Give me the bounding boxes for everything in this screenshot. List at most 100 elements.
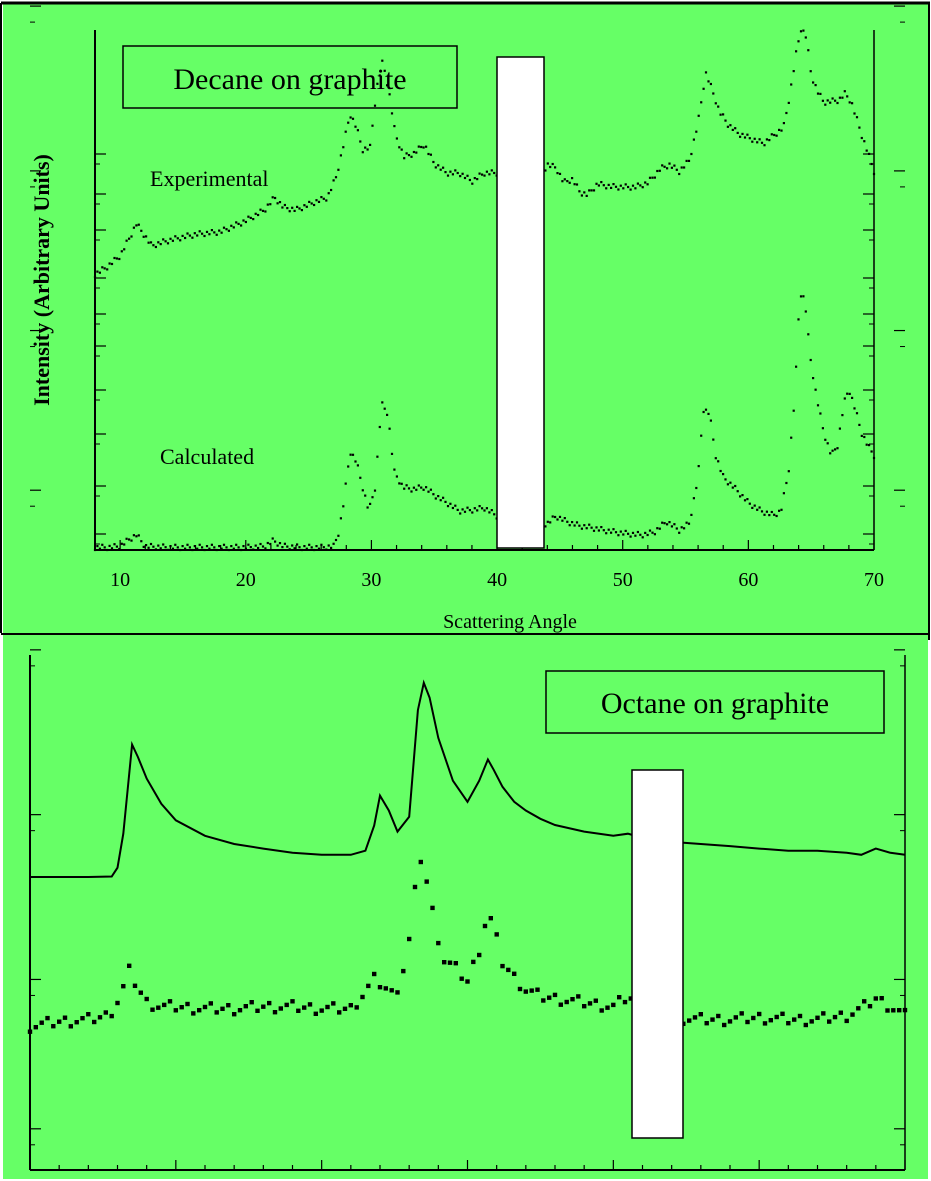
octane-series-1-point xyxy=(850,1012,855,1017)
decane-series-0-dot xyxy=(232,226,235,229)
decane-series-0-dot xyxy=(393,125,396,128)
decane-series-1-dot xyxy=(636,530,639,534)
decane-series-0-dot xyxy=(403,157,406,160)
decane-series-0-dot xyxy=(726,125,729,128)
decane-series-0-dot xyxy=(300,209,303,212)
decane-series-1-dot xyxy=(680,526,683,529)
decane-series-0-dot xyxy=(763,144,766,147)
decane-series-1-dot xyxy=(208,547,211,550)
decane-series-0-dot xyxy=(607,183,610,186)
decane-series-0-dot xyxy=(656,169,659,173)
octane-series-1-point xyxy=(412,884,418,890)
decane-series-1-dot xyxy=(580,527,583,530)
decane-series-0-dot xyxy=(276,202,279,205)
octane-series-1-point xyxy=(482,923,488,929)
octane-series-1-point xyxy=(902,1007,908,1013)
decane-series-1-dot xyxy=(702,410,705,414)
decane-series-0-dot xyxy=(130,235,133,238)
decane-series-0-dot xyxy=(271,196,274,199)
decane-series-0-dot xyxy=(179,239,182,242)
decane-series-0-dot xyxy=(863,140,866,143)
decane-series-1-dot xyxy=(736,490,739,493)
decane-series-1-dot xyxy=(590,526,593,529)
decane-series-1-dot xyxy=(729,481,732,484)
decane-series-0-dot xyxy=(152,244,155,247)
decane-series-0-dot xyxy=(826,99,829,102)
octane-series-1-point xyxy=(558,1002,563,1007)
decane-series-0-dot xyxy=(400,148,403,151)
decane-series-1-dot xyxy=(349,453,352,456)
decane-series-0-dot xyxy=(108,262,111,265)
octane-series-1-point xyxy=(156,1005,161,1010)
decane-series-0-dot xyxy=(549,165,552,169)
decane-series-0-dot xyxy=(359,140,362,143)
octane-series-1-point xyxy=(529,988,534,993)
decane-series-0-dot xyxy=(592,189,596,192)
decane-series-1-dot xyxy=(792,409,795,412)
decane-series-1-dot xyxy=(799,295,803,298)
decane-series-1-dot xyxy=(235,543,238,546)
decane-series-1-dot xyxy=(802,295,805,298)
decane-series-1-dot xyxy=(106,548,109,552)
decane-series-0-dot xyxy=(768,139,771,142)
decane-series-1-dot xyxy=(782,492,785,495)
octane-series-1-point xyxy=(541,998,546,1003)
decane-series-1-dot xyxy=(395,475,398,478)
decane-series-1-dot xyxy=(359,476,362,479)
octane-series-1-point xyxy=(430,905,435,911)
decane-series-0-dot xyxy=(760,141,764,144)
decane-series-1-dot xyxy=(683,527,686,530)
decane-series-1-dot xyxy=(222,543,226,546)
decane-series-1-dot xyxy=(756,508,759,511)
decane-series-1-dot xyxy=(254,544,257,547)
decane-series-1-dot xyxy=(483,509,486,512)
decane-series-1-dot xyxy=(658,527,661,530)
decane-series-1-dot xyxy=(712,438,715,441)
decane-series-1-dot xyxy=(858,423,861,426)
decane-series-0-dot xyxy=(819,92,822,95)
decane-series-0-dot xyxy=(198,230,201,233)
decane-series-1-dot xyxy=(232,547,235,550)
octane-series-1-point xyxy=(465,979,470,984)
octane-series-1-point xyxy=(27,1029,33,1034)
decane-series-0-dot xyxy=(293,209,296,212)
octane-series-1-point xyxy=(710,1017,715,1022)
decane-series-0-dot xyxy=(383,69,386,72)
octane-series-1-point xyxy=(208,1001,213,1006)
decane-series-1-dot xyxy=(252,548,255,551)
octane-series-1-point xyxy=(162,1002,167,1008)
decane-series-0-dot xyxy=(266,203,269,206)
octane-title-box xyxy=(545,670,885,734)
decane-series-0-dot xyxy=(442,166,445,169)
decane-series-0-dot xyxy=(778,128,781,131)
decane-series-0-dot xyxy=(162,238,165,241)
decane-series-0-dot xyxy=(444,171,447,174)
decane-series-0-dot xyxy=(171,239,174,242)
octane-series-1-point xyxy=(622,999,628,1005)
decane-series-0-dot xyxy=(261,209,265,212)
decane-series-1-dot xyxy=(101,543,104,546)
decane-series-1-dot xyxy=(334,538,338,542)
octane-series-1-point xyxy=(62,1015,68,1020)
decane-series-1-dot xyxy=(446,505,450,508)
decane-series-1-dot xyxy=(429,488,432,491)
decane-series-1-dot xyxy=(98,547,101,550)
decane-series-0-dot xyxy=(157,241,160,244)
octane-series-1-point xyxy=(570,997,575,1002)
decane-series-1-dot xyxy=(719,469,722,473)
decane-series-0-dot xyxy=(415,151,418,154)
decane-series-0-dot xyxy=(785,111,788,115)
decane-series-0-dot xyxy=(296,205,299,208)
decane-series-1-dot xyxy=(872,456,876,460)
decane-series-1-dot xyxy=(739,495,742,498)
decane-series-1-dot xyxy=(274,540,277,543)
decane-series-0-dot xyxy=(573,183,576,186)
decane-series-1-dot xyxy=(476,509,479,512)
decane-series-0-dot xyxy=(551,162,554,166)
octane-series-1-point xyxy=(459,976,464,981)
decane-series-0-dot xyxy=(717,105,720,108)
decane-series-0-dot xyxy=(291,206,294,209)
decane-series-1-dot xyxy=(726,483,729,486)
octane-series-1-point xyxy=(173,1008,178,1013)
decane-series-1-dot xyxy=(661,521,664,524)
